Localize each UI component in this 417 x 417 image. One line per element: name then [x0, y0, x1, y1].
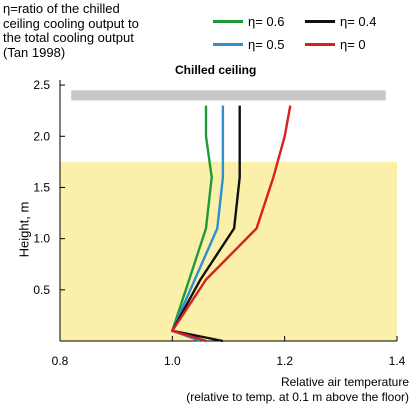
annotation-line: η=ratio of the chilled [3, 1, 120, 16]
legend-item-eta-0: η= 0 [305, 37, 366, 52]
legend-label: η= 0.4 [340, 14, 377, 29]
legend-item-eta-0-6: η= 0.6 [213, 14, 285, 29]
y-tick-label: 0.5 [33, 283, 50, 297]
annotation-line: the total cooling output [3, 30, 134, 45]
x-tick-label: 1.4 [389, 354, 406, 368]
legend-label: η= 0.6 [248, 14, 285, 29]
legend-label: η= 0.5 [248, 37, 285, 52]
series-line-3 [171, 105, 292, 343]
x-axis-label: Relative air temperature (relative to te… [186, 375, 409, 405]
annotation-line: (Tan 1998) [3, 44, 66, 60]
y-tick-label: 1.5 [33, 180, 50, 194]
x-axis-label-line: Relative air temperature [280, 375, 409, 389]
legend-swatch-black [305, 20, 335, 23]
y-tick-label: 2.0 [33, 129, 50, 143]
occupied-zone-band [60, 161, 397, 341]
chilled-ceiling-label: Chilled ceiling [175, 63, 257, 77]
x-tick-label: 0.8 [52, 354, 69, 368]
y-tick-label: 1.0 [33, 232, 50, 246]
eta-annotation: η=ratio of the chilled ceiling cooling o… [3, 1, 203, 60]
legend-item-eta-0-4: η= 0.4 [305, 14, 377, 29]
y-axis-label: Height, m [16, 201, 32, 258]
legend-label: η= 0 [340, 37, 366, 52]
legend-swatch-red [305, 43, 335, 46]
legend-swatch-green [213, 20, 243, 23]
x-tick-label: 1.0 [164, 354, 181, 368]
chilled-ceiling-panel [71, 90, 386, 101]
annotation-line: ceiling cooling output to [3, 15, 139, 31]
x-axis-label-line: (relative to temp. at 0.1 m above the fl… [186, 390, 409, 404]
x-tick-label: 1.2 [276, 354, 293, 368]
legend-item-eta-0-5: η= 0.5 [213, 37, 285, 52]
y-tick-label: 2.5 [33, 78, 50, 92]
legend-swatch-blue [213, 43, 243, 46]
